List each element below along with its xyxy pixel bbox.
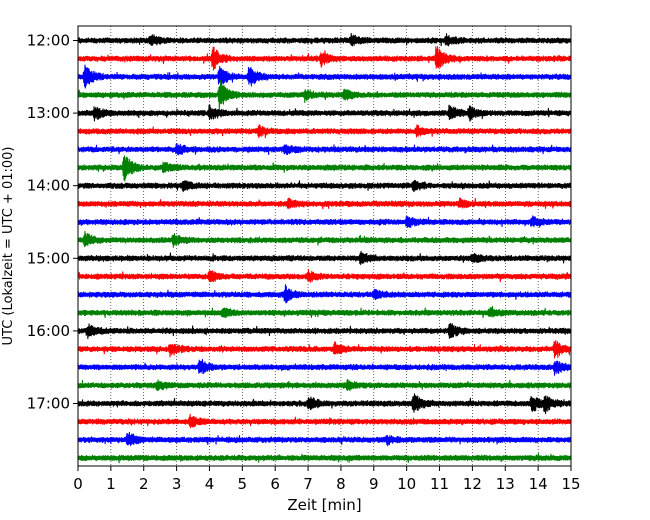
- trace-1215: [77, 46, 572, 71]
- x-tick-label-8: 8: [336, 475, 346, 493]
- y-axis-label: UTC (Lokalzeit = UTC + 01:00): [1, 147, 16, 346]
- trace-1430: [77, 215, 572, 228]
- trace-1415: [77, 197, 572, 210]
- x-axis-ticks: 0 1 2 3 4 5 6 7 8 9 10 11 12 13 14 15: [73, 466, 581, 493]
- grid-lines: [110, 26, 539, 466]
- x-tick-label-12: 12: [463, 475, 482, 493]
- trace-1500: [77, 250, 572, 266]
- x-tick-label-13: 13: [496, 475, 515, 493]
- y-axis-ticks: 12:00 13:00 14:00 15:00 16:00 17:00: [27, 32, 78, 413]
- y-tick-label-12:00: 12:00: [27, 32, 70, 50]
- trace-1630: [77, 358, 572, 376]
- trace-1545: [77, 306, 572, 319]
- x-tick-label-5: 5: [238, 475, 248, 493]
- x-tick-label-4: 4: [205, 475, 215, 493]
- trace-1345: [77, 155, 572, 182]
- trace-1730: [77, 431, 572, 447]
- x-tick-label-14: 14: [529, 475, 548, 493]
- plot-frame: [77, 25, 572, 467]
- x-tick-label-15: 15: [561, 475, 580, 493]
- y-tick-label-17:00: 17:00: [27, 395, 70, 413]
- trace-1530: [77, 284, 572, 304]
- trace-lines: [77, 32, 572, 464]
- trace-1445: [77, 230, 572, 248]
- x-tick-label-11: 11: [430, 475, 449, 493]
- x-tick-label-0: 0: [73, 475, 83, 493]
- trace-1230: [77, 64, 572, 89]
- trace-1315: [77, 124, 572, 139]
- trace-1200: [77, 32, 572, 47]
- trace-1515: [77, 269, 572, 283]
- trace-1715: [77, 413, 572, 429]
- x-axis-label: Zeit [min]: [287, 496, 361, 514]
- y-tick-label-14:00: 14:00: [27, 177, 70, 195]
- x-tick-label-6: 6: [270, 475, 280, 493]
- trace-1330: [77, 142, 572, 156]
- trace-1245: [77, 80, 572, 111]
- trace-1600: [77, 322, 572, 340]
- x-tick-label-1: 1: [106, 475, 116, 493]
- x-tick-label-7: 7: [303, 475, 313, 493]
- y-tick-label-13:00: 13:00: [27, 104, 70, 122]
- trace-1400: [77, 179, 572, 193]
- trace-1300: [77, 104, 572, 122]
- trace-1700: [77, 393, 572, 414]
- x-tick-label-2: 2: [139, 475, 149, 493]
- x-tick-label-9: 9: [369, 475, 379, 493]
- trace-1745: [77, 452, 572, 464]
- y-tick-label-16:00: 16:00: [27, 322, 70, 340]
- trace-1615: [77, 340, 572, 359]
- trace-1645: [77, 378, 572, 392]
- y-tick-label-15:00: 15:00: [27, 249, 70, 267]
- x-tick-label-3: 3: [172, 475, 182, 493]
- x-tick-label-10: 10: [397, 475, 416, 493]
